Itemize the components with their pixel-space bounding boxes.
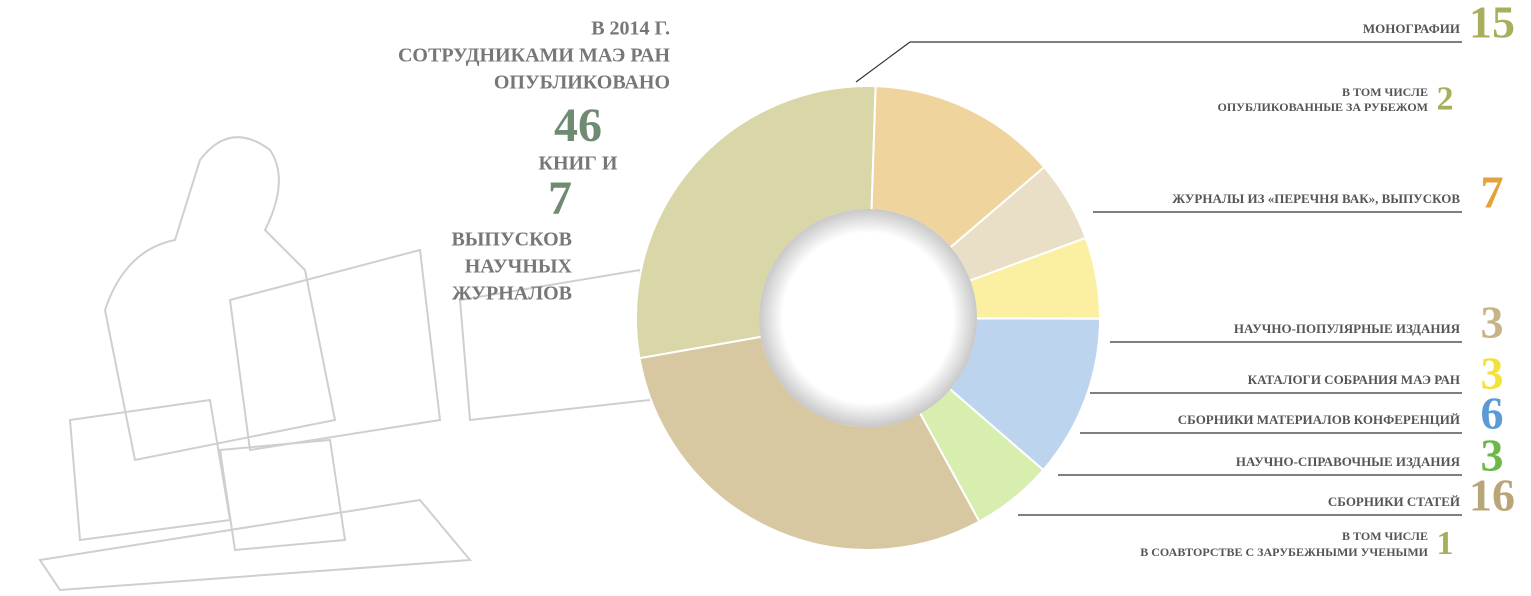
category-label: СБОРНИКИ СТАТЕЙ [1328, 494, 1460, 509]
category-label: НАУЧНО-СПРАВОЧНЫЕ ИЗДАНИЯ [1236, 454, 1461, 469]
note-line: ОПУБЛИКОВАННЫЕ ЗА РУБЕЖОМ [1218, 100, 1429, 114]
note-value: 2 [1437, 80, 1454, 117]
category-label: КАТАЛОГИ СОБРАНИЯ МАЭ РАН [1248, 372, 1460, 387]
journals-count: 7 [548, 172, 572, 225]
category-label: СБОРНИКИ МАТЕРИАЛОВ КОНФЕРЕНЦИЙ [1178, 412, 1460, 427]
note-value: 1 [1437, 525, 1454, 562]
note-line: В ТОМ ЧИСЛЕ [1342, 529, 1428, 543]
journals-text: НАУЧНЫХ [465, 256, 573, 278]
headline-line: ОПУБЛИКОВАНО [494, 72, 670, 94]
books-text: КНИГ И [539, 153, 618, 175]
category-label: МОНОГРАФИИ [1363, 21, 1460, 36]
category-value: 16 [1469, 470, 1515, 521]
category-value: 3 [1481, 348, 1504, 399]
category-label: ЖУРНАЛЫ ИЗ «ПЕРЕЧНЯ ВАК», ВЫПУСКОВ [1172, 191, 1460, 206]
leader-line [855, 41, 911, 83]
journals-text: ЖУРНАЛОВ [452, 283, 572, 305]
note-line: В ТОМ ЧИСЛЕ [1342, 85, 1428, 99]
category-value: 15 [1469, 0, 1515, 48]
note-line: В СОАВТОРСТВЕ С ЗАРУБЕЖНЫМИ УЧЕНЫМИ [1140, 545, 1428, 559]
journals-text: ВЫПУСКОВ [451, 229, 572, 251]
headline-line: В 2014 Г. [591, 18, 670, 40]
category-value: 3 [1481, 430, 1504, 481]
books-count: 46 [554, 99, 602, 152]
donut-hole [759, 209, 977, 427]
category-value: 3 [1481, 297, 1504, 348]
category-label: НАУЧНО-ПОПУЛЯРНЫЕ ИЗДАНИЯ [1234, 321, 1461, 336]
headline-line: СОТРУДНИКАМИ МАЭ РАН [398, 45, 670, 67]
category-value: 7 [1481, 167, 1504, 218]
category-value: 6 [1481, 388, 1504, 439]
